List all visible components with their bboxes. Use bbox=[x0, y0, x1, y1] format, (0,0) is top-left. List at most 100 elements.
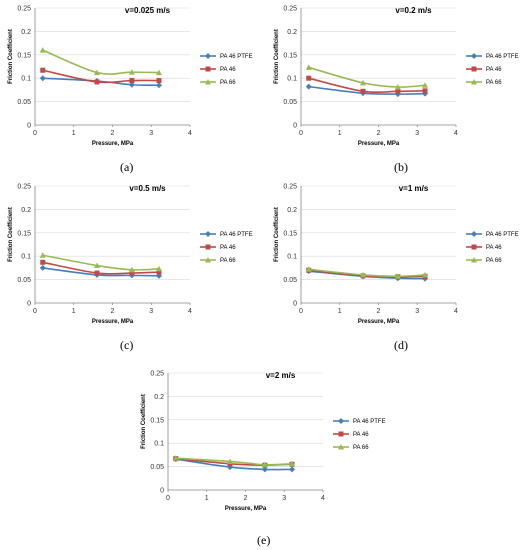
x-tick-label: 4 bbox=[454, 130, 458, 137]
chart-b: 0 0.05 0.1 0.15 0.2 0.25 0 1 2 3 4 v=0.2 m/s Pressur… bbox=[274, 6, 519, 148]
y-tick-label: 0 bbox=[160, 488, 164, 495]
x-tick-label: 2 bbox=[244, 495, 248, 502]
chart-d: 0 0.05 0.1 0.15 0.2 0.25 0 1 2 3 4 v=1 m/s Pressure,… bbox=[274, 184, 519, 326]
y-tick-label: 0.15 bbox=[150, 417, 164, 424]
x-tick-label: 1 bbox=[338, 130, 342, 137]
data-point-ptfe bbox=[128, 81, 135, 88]
legend-marker-pa46 bbox=[205, 66, 211, 72]
caption-d: (d) bbox=[394, 338, 408, 352]
legend-marker-ptfe bbox=[471, 53, 477, 59]
y-tick-label: 0.2 bbox=[21, 207, 31, 214]
legend-marker-pa66 bbox=[471, 257, 477, 263]
data-point-pa66 bbox=[422, 82, 428, 88]
chart-panel-e: 0 0.05 0.1 0.15 0.2 0.25 0 1 2 3 4 v=2 m/s Pressure,… bbox=[133, 365, 399, 550]
data-point-ptfe bbox=[261, 466, 268, 473]
x-tick-label: 4 bbox=[454, 308, 458, 315]
data-point-pa66 bbox=[394, 273, 401, 279]
legend-marker-pa66 bbox=[471, 79, 477, 85]
y-axis-label: Friction Coefficient bbox=[141, 394, 147, 449]
data-point-pa46 bbox=[129, 270, 135, 276]
y-tick-label: 0 bbox=[293, 301, 297, 308]
legend-marker-pa46 bbox=[471, 66, 477, 72]
data-point-pa66 bbox=[360, 271, 366, 278]
y-tick-label: 0 bbox=[27, 123, 31, 130]
x-tick-label: 1 bbox=[72, 130, 76, 137]
data-point-pa66 bbox=[422, 271, 428, 278]
data-point-pa46 bbox=[422, 88, 428, 94]
data-point-pa66 bbox=[39, 252, 46, 258]
data-point-ptfe bbox=[227, 464, 233, 471]
data-point-pa66 bbox=[94, 262, 100, 269]
chart-e: 0 0.05 0.1 0.15 0.2 0.25 0 1 2 3 4 v=2 m/s Pressure,… bbox=[141, 371, 386, 513]
data-point-pa66 bbox=[128, 266, 135, 273]
legend-label-pa66: PA 66 bbox=[486, 258, 502, 264]
x-tick-label: 1 bbox=[205, 495, 209, 502]
x-tick-label: 0 bbox=[299, 308, 303, 315]
x-tick-label: 4 bbox=[188, 130, 192, 137]
data-point-pa46 bbox=[306, 75, 312, 81]
y-tick-label: 0 bbox=[27, 301, 31, 308]
y-tick-label: 0.05 bbox=[17, 99, 31, 106]
chart-panel-a: 0 0.05 0.1 0.15 0.2 0.25 0 1 2 3 4 v=0.025 m/s Press… bbox=[0, 0, 266, 185]
legend-label-pa46: PA 46 bbox=[220, 245, 236, 251]
data-point-ptfe bbox=[39, 264, 46, 271]
data-point-ptfe bbox=[305, 83, 312, 90]
data-point-pa66 bbox=[289, 460, 295, 467]
series-line-pa66 bbox=[175, 457, 293, 466]
x-tick-label: 2 bbox=[377, 130, 381, 137]
y-tick-label: 0.2 bbox=[154, 394, 164, 401]
chart-panel-c: 0 0.05 0.1 0.15 0.2 0.25 0 1 2 3 4 v=0.5 m/s Pressur… bbox=[0, 178, 266, 363]
legend-label-pa46: PA 46 bbox=[486, 245, 502, 251]
x-tick-label: 0 bbox=[299, 130, 303, 137]
data-point-pa46 bbox=[40, 259, 46, 265]
series-line-pa66 bbox=[42, 49, 160, 75]
caption-b: (b) bbox=[394, 160, 408, 174]
chart-title: v=0.2 m/s bbox=[395, 6, 432, 15]
legend-marker-ptfe bbox=[471, 231, 477, 237]
legend-label-pa66: PA 66 bbox=[353, 445, 369, 451]
series-line-ptfe bbox=[175, 458, 293, 471]
legend-marker-pa46 bbox=[471, 244, 477, 250]
y-tick-label: 0.05 bbox=[150, 464, 164, 471]
x-tick-label: 4 bbox=[188, 308, 192, 315]
legend-label-ptfe: PA 46 PTFE bbox=[486, 232, 519, 238]
chart-panel-b: 0 0.05 0.1 0.15 0.2 0.25 0 1 2 3 4 v=0.2 m/s Pressur… bbox=[266, 0, 532, 185]
x-tick-label: 3 bbox=[149, 130, 153, 137]
data-point-ptfe bbox=[289, 466, 295, 473]
data-point-pa66 bbox=[39, 47, 46, 53]
y-tick-label: 0.2 bbox=[21, 29, 31, 36]
x-tick-label: 3 bbox=[415, 308, 419, 315]
series-line-ptfe bbox=[42, 77, 160, 87]
x-tick-label: 0 bbox=[166, 495, 170, 502]
y-tick-label: 0.15 bbox=[17, 52, 31, 59]
data-point-pa66 bbox=[394, 84, 401, 90]
legend-marker-pa66 bbox=[205, 257, 211, 263]
x-tick-label: 3 bbox=[149, 308, 153, 315]
x-tick-label: 4 bbox=[321, 495, 325, 502]
legend-label-pa46: PA 46 bbox=[353, 432, 369, 438]
data-point-pa66 bbox=[360, 79, 366, 86]
chart-c: 0 0.05 0.1 0.15 0.2 0.25 0 1 2 3 4 v=0.5 m/s Pressur… bbox=[8, 184, 253, 326]
data-point-pa66 bbox=[128, 69, 135, 75]
data-point-ptfe bbox=[39, 75, 46, 82]
y-tick-label: 0.1 bbox=[287, 76, 297, 83]
y-tick-label: 0.1 bbox=[154, 441, 164, 448]
data-point-pa46 bbox=[129, 78, 135, 84]
data-point-pa66 bbox=[305, 266, 312, 272]
x-tick-label: 2 bbox=[377, 308, 381, 315]
x-tick-label: 1 bbox=[72, 308, 76, 315]
data-point-pa66 bbox=[305, 64, 312, 70]
y-tick-label: 0.15 bbox=[283, 52, 297, 59]
x-tick-label: 2 bbox=[111, 308, 115, 315]
y-tick-label: 0.1 bbox=[21, 254, 31, 261]
chart-a: 0 0.05 0.1 0.15 0.2 0.25 0 1 2 3 4 v=0.025 m/s Press… bbox=[8, 6, 253, 148]
data-point-pa46 bbox=[94, 79, 100, 85]
legend-marker-ptfe bbox=[205, 231, 211, 237]
chart-title: v=2 m/s bbox=[266, 371, 296, 380]
legend-label-ptfe: PA 46 PTFE bbox=[220, 232, 253, 238]
data-point-ptfe bbox=[156, 82, 162, 89]
series-line-pa66 bbox=[42, 254, 160, 271]
chart-title: v=0.025 m/s bbox=[125, 6, 171, 15]
x-axis-label: Pressure, MPa bbox=[92, 319, 134, 325]
legend-label-ptfe: PA 46 PTFE bbox=[220, 54, 253, 60]
